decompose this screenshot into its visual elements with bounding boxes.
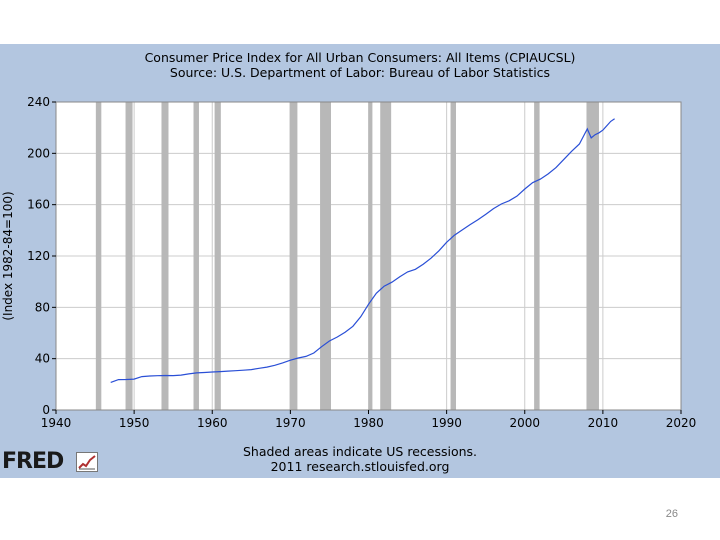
x-tick-label: 1940 xyxy=(41,416,72,430)
chart-subtitle: Source: U.S. Department of Labor: Bureau… xyxy=(169,65,551,80)
source-credit: 2011 research.stlouisfed.org xyxy=(270,459,450,474)
recession-bar xyxy=(320,102,331,410)
y-tick-label: 80 xyxy=(35,300,50,314)
chart-panel: Consumer Price Index for All Urban Consu… xyxy=(0,44,720,478)
chart-plot: 1940 1950 1960 1970 1980 1990 2000 2010 2020 0 40 8… xyxy=(1,95,697,430)
recession-bar xyxy=(368,102,373,410)
recession-bar xyxy=(95,102,102,410)
x-tick-label: 1980 xyxy=(353,416,384,430)
y-tick-label: 40 xyxy=(35,352,50,366)
series-line-cpiaucsl xyxy=(110,118,615,383)
x-tick-label: 1950 xyxy=(119,416,150,430)
fred-chart-icon xyxy=(76,452,98,472)
recession-bar xyxy=(586,102,599,410)
chart-title: Consumer Price Index for All Urban Consu… xyxy=(144,50,576,65)
fred-logo: FRED xyxy=(2,449,98,475)
recession-bar xyxy=(161,102,169,410)
fred-logo-text: FRED xyxy=(2,449,64,474)
recession-note: Shaded areas indicate US recessions. xyxy=(242,444,478,459)
x-tick-label: 1990 xyxy=(431,416,462,430)
x-tick-label: 1960 xyxy=(197,416,228,430)
recession-bar xyxy=(450,102,456,410)
recession-bar xyxy=(289,102,298,410)
y-tick-label: 0 xyxy=(42,403,50,417)
y-tick-label: 240 xyxy=(27,95,50,109)
recession-bar xyxy=(214,102,221,410)
y-tick-label: 120 xyxy=(27,249,50,263)
x-tick-label: 1970 xyxy=(275,416,306,430)
y-tick-label: 160 xyxy=(27,198,50,212)
x-tick-label: 2010 xyxy=(588,416,619,430)
recession-bar xyxy=(125,102,133,410)
x-tick-label: 2020 xyxy=(666,416,697,430)
y-axis-label: (Index 1982-84=100) xyxy=(1,191,15,320)
recession-bar xyxy=(534,102,540,410)
recession-bar xyxy=(193,102,199,410)
page-number: 26 xyxy=(665,508,678,520)
y-tick-label: 200 xyxy=(27,146,50,160)
recession-bar xyxy=(380,102,392,410)
x-tick-label: 2000 xyxy=(509,416,540,430)
